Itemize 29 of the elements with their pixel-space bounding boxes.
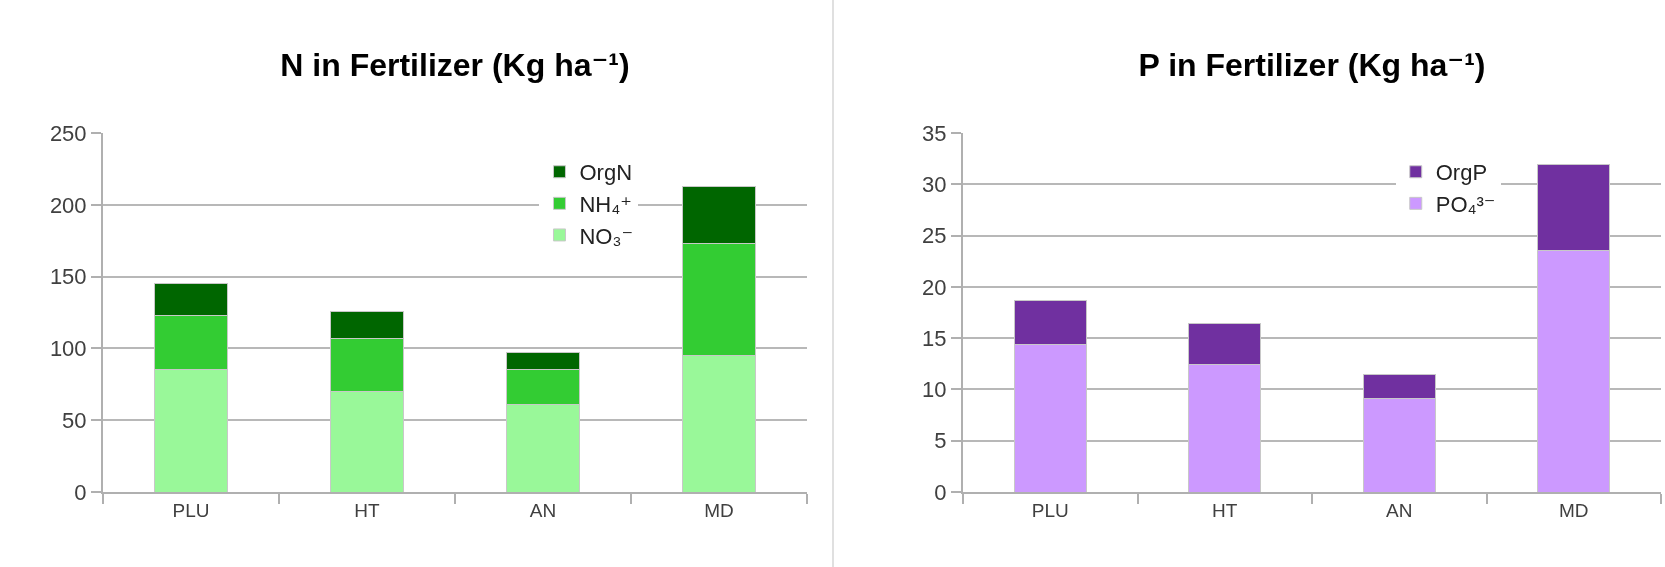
y-tick-label: 100 — [49, 336, 87, 362]
x-tick-label: AN — [529, 499, 557, 521]
x-tick-label: MD — [1558, 499, 1589, 521]
x-tick-label: HT — [1212, 499, 1238, 521]
x-tick-label: MD — [704, 499, 734, 521]
y-tick-label: 30 — [922, 171, 947, 197]
chart-title: P in Fertilizer (Kg ha⁻¹) — [1138, 47, 1486, 84]
y-tick-label: 15 — [922, 325, 947, 351]
y-tick-label: 0 — [934, 479, 947, 505]
y-tick-label: 50 — [62, 407, 87, 433]
y-tick-label: 150 — [49, 264, 87, 290]
legend-label: OrgN — [579, 160, 633, 186]
legend-label: NO₃⁻ — [579, 223, 634, 249]
y-tick-label: 20 — [922, 274, 947, 300]
legend-label: NH₄⁺ — [579, 191, 632, 217]
legend-label: OrgP — [1435, 160, 1488, 186]
y-tick-label: 5 — [934, 428, 947, 454]
y-tick-label: 200 — [49, 192, 87, 218]
y-tick-label: 10 — [922, 377, 947, 403]
x-tick-label: PLU — [1031, 499, 1069, 521]
chart-title: N in Fertilizer (Kg ha⁻¹) — [280, 47, 630, 84]
y-tick-label: 25 — [922, 223, 947, 249]
x-tick-label: HT — [354, 499, 381, 521]
legend-label: PO₄³⁻ — [1435, 191, 1496, 217]
x-tick-label: PLU — [172, 499, 210, 521]
y-tick-label: 250 — [49, 120, 87, 146]
y-tick-label: 0 — [74, 479, 87, 505]
x-tick-label: AN — [1386, 499, 1413, 521]
y-tick-label: 35 — [922, 120, 947, 146]
